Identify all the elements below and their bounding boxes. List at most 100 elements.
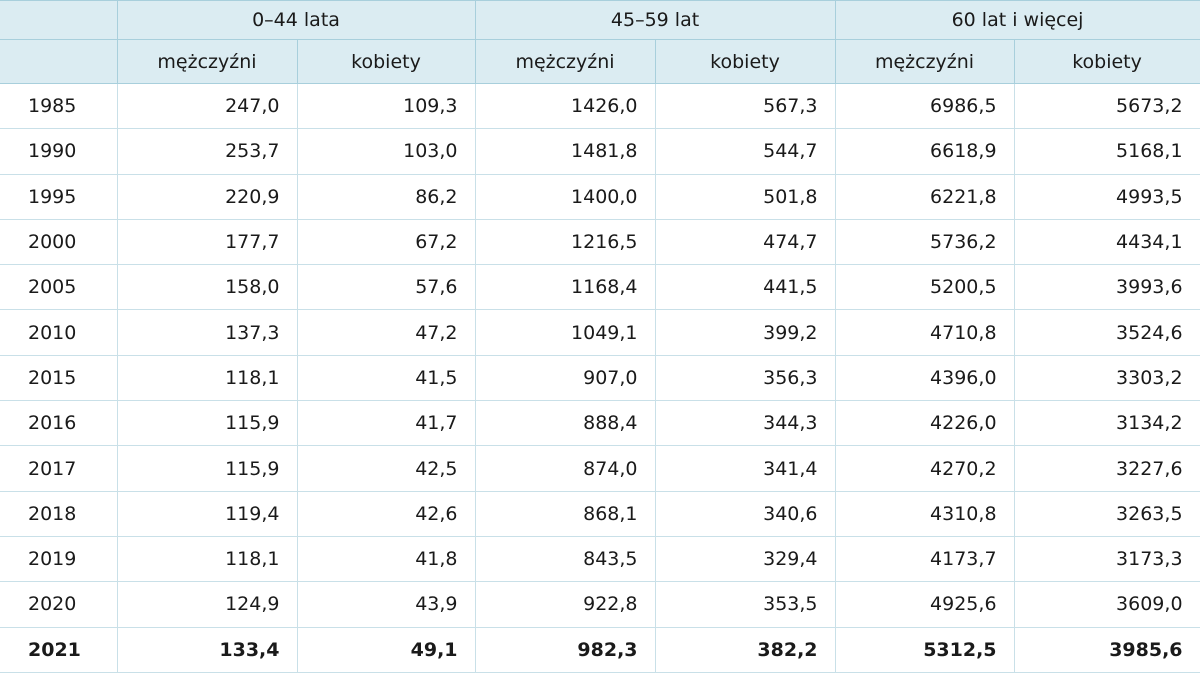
year-cell: 1995	[0, 173, 118, 220]
value-cell: 843,5	[474, 535, 656, 583]
value-cell: 4396,0	[834, 354, 1015, 402]
value-cell: 441,5	[654, 264, 836, 311]
value-cell: 1049,1	[474, 309, 656, 356]
value-cell: 6986,5	[834, 82, 1015, 130]
value-cell: 124,9	[116, 581, 298, 628]
value-cell: 1216,5	[474, 218, 656, 266]
value-cell: 220,9	[116, 173, 298, 220]
table-body: 1985 247,0 109,3 1426,0 567,3 6986,5 5673,2 199…	[0, 82, 1200, 673]
data-row: 2019 118,1 41,8 843,5 329,4 4173,7 3173,3	[0, 535, 1200, 583]
value-cell: 4173,7	[834, 535, 1015, 583]
group-header: 45–59 lat	[474, 0, 836, 40]
value-cell: 86,2	[296, 173, 476, 220]
value-cell: 41,8	[296, 535, 476, 583]
value-cell: 118,1	[116, 535, 298, 583]
value-cell: 5673,2	[1013, 82, 1200, 130]
value-cell: 382,2	[654, 626, 836, 673]
table-head: 0–44 lata 45–59 lat 60 lat i więcej mężczyź…	[0, 0, 1200, 84]
value-cell: 922,8	[474, 581, 656, 628]
year-cell: 2000	[0, 218, 118, 266]
value-cell: 982,3	[474, 626, 656, 673]
year-cell: 1990	[0, 128, 118, 175]
subheader: mężczyźni	[116, 39, 298, 84]
year-cell: 2005	[0, 264, 118, 311]
group-header: 0–44 lata	[116, 0, 476, 40]
value-cell: 119,4	[116, 490, 298, 537]
data-row: 2017 115,9 42,5 874,0 341,4 4270,2 3227,6	[0, 445, 1200, 492]
group-header: 60 lat i więcej	[834, 0, 1200, 40]
value-cell: 1481,8	[474, 128, 656, 175]
value-cell: 1168,4	[474, 264, 656, 311]
subheader-row: mężczyźni kobiety mężczyźni kobiety mężczyźn…	[0, 39, 1200, 84]
data-row: 2016 115,9 41,7 888,4 344,3 4226,0 3134,2	[0, 400, 1200, 447]
value-cell: 41,7	[296, 400, 476, 447]
value-cell: 874,0	[474, 445, 656, 492]
value-cell: 3134,2	[1013, 400, 1200, 447]
value-cell: 3263,5	[1013, 490, 1200, 537]
value-cell: 247,0	[116, 82, 298, 130]
value-cell: 115,9	[116, 400, 298, 447]
year-cell: 2019	[0, 535, 118, 583]
value-cell: 4310,8	[834, 490, 1015, 537]
year-cell: 2016	[0, 400, 118, 447]
value-cell: 3524,6	[1013, 309, 1200, 356]
value-cell: 118,1	[116, 354, 298, 402]
value-cell: 57,6	[296, 264, 476, 311]
value-cell: 1400,0	[474, 173, 656, 220]
value-cell: 3609,0	[1013, 581, 1200, 628]
value-cell: 3993,6	[1013, 264, 1200, 311]
group-row: 0–44 lata 45–59 lat 60 lat i więcej	[0, 0, 1200, 40]
value-cell: 6221,8	[834, 173, 1015, 220]
value-cell: 888,4	[474, 400, 656, 447]
value-cell: 5200,5	[834, 264, 1015, 311]
value-cell: 133,4	[116, 626, 298, 673]
value-cell: 474,7	[654, 218, 836, 266]
value-cell: 43,9	[296, 581, 476, 628]
value-cell: 158,0	[116, 264, 298, 311]
value-cell: 42,5	[296, 445, 476, 492]
value-cell: 4925,6	[834, 581, 1015, 628]
value-cell: 6618,9	[834, 128, 1015, 175]
data-row: 1985 247,0 109,3 1426,0 567,3 6986,5 5673,2	[0, 82, 1200, 130]
subheader: kobiety	[654, 39, 836, 84]
value-cell: 340,6	[654, 490, 836, 537]
value-cell: 4993,5	[1013, 173, 1200, 220]
value-cell: 344,3	[654, 400, 836, 447]
value-cell: 868,1	[474, 490, 656, 537]
value-cell: 67,2	[296, 218, 476, 266]
value-cell: 41,5	[296, 354, 476, 402]
data-row: 1995 220,9 86,2 1400,0 501,8 6221,8 4993,5	[0, 173, 1200, 220]
value-cell: 103,0	[296, 128, 476, 175]
value-cell: 399,2	[654, 309, 836, 356]
value-cell: 501,8	[654, 173, 836, 220]
corner-cell	[0, 0, 118, 40]
subheader: mężczyźni	[834, 39, 1015, 84]
value-cell: 3303,2	[1013, 354, 1200, 402]
data-row: 2010 137,3 47,2 1049,1 399,2 4710,8 3524,6	[0, 309, 1200, 356]
value-cell: 109,3	[296, 82, 476, 130]
value-cell: 253,7	[116, 128, 298, 175]
subheader: kobiety	[1013, 39, 1200, 84]
value-cell: 137,3	[116, 309, 298, 356]
subheader: kobiety	[296, 39, 476, 84]
value-cell: 1426,0	[474, 82, 656, 130]
value-cell: 3985,6	[1013, 626, 1200, 673]
value-cell: 329,4	[654, 535, 836, 583]
value-cell: 5312,5	[834, 626, 1015, 673]
data-row: 1990 253,7 103,0 1481,8 544,7 6618,9 5168,1	[0, 128, 1200, 175]
data-row: 2020 124,9 43,9 922,8 353,5 4925,6 3609,0	[0, 581, 1200, 628]
value-cell: 42,6	[296, 490, 476, 537]
value-cell: 356,3	[654, 354, 836, 402]
data-row: 2000 177,7 67,2 1216,5 474,7 5736,2 4434,1	[0, 218, 1200, 266]
value-cell: 341,4	[654, 445, 836, 492]
value-cell: 47,2	[296, 309, 476, 356]
value-cell: 3173,3	[1013, 535, 1200, 583]
data-row: 2021 133,4 49,1 982,3 382,2 5312,5 3985,6	[0, 626, 1200, 673]
value-cell: 567,3	[654, 82, 836, 130]
value-cell: 907,0	[474, 354, 656, 402]
year-cell: 1985	[0, 82, 118, 130]
value-cell: 544,7	[654, 128, 836, 175]
year-cell: 2021	[0, 626, 118, 673]
